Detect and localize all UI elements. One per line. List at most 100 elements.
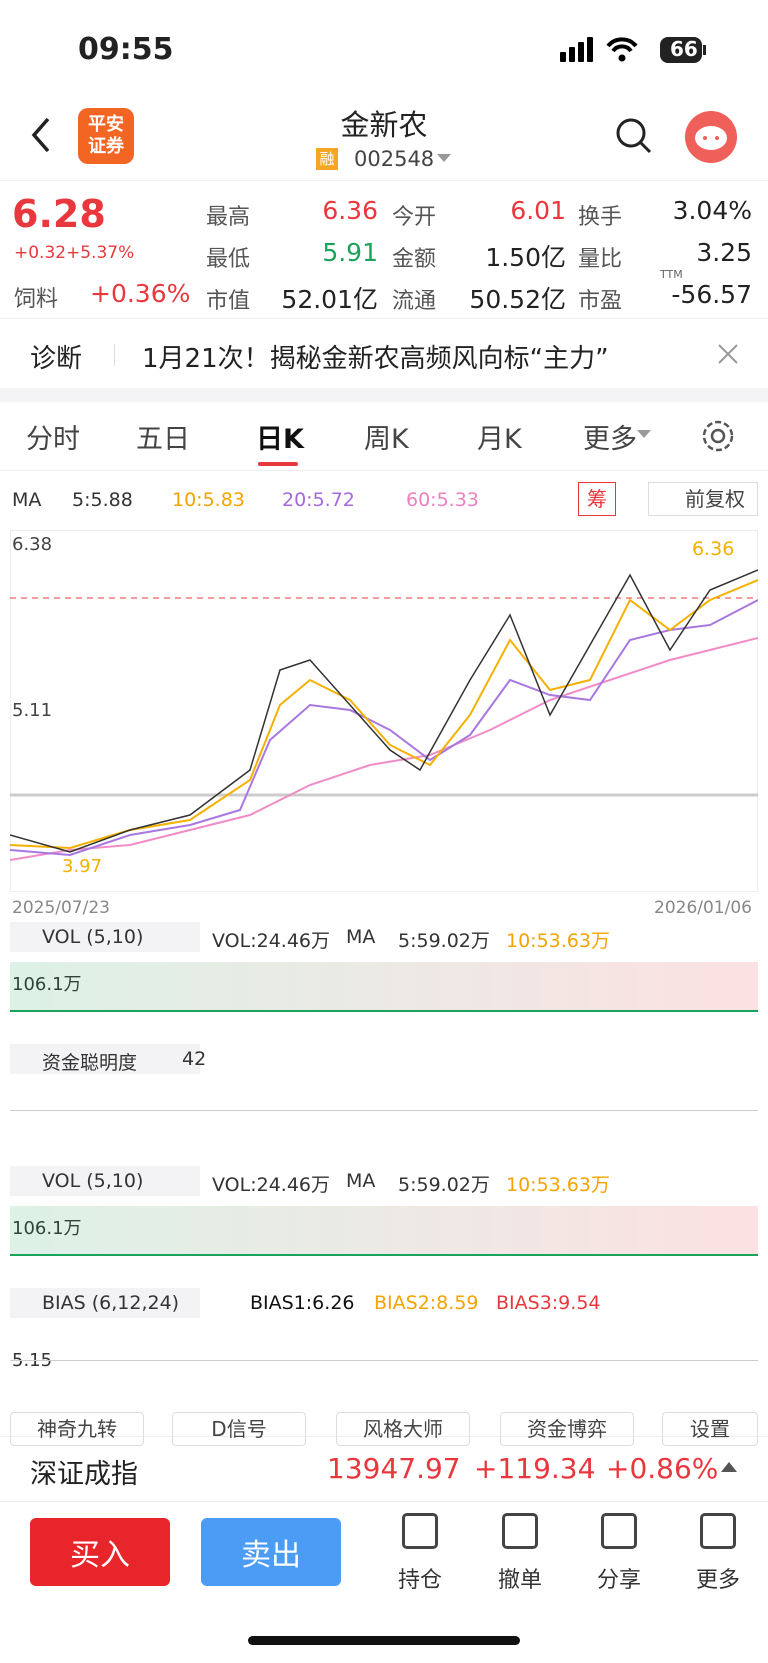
tool-label[interactable]: 持仓 (397, 1568, 442, 1593)
tab[interactable]: 更多 (583, 424, 637, 455)
avatar[interactable] (684, 110, 738, 164)
divider (0, 318, 768, 319)
ma-item: 5:5.88 (72, 489, 133, 511)
stock-name: 金新农 (340, 108, 428, 142)
adjust-button[interactable]: 前复权 (648, 482, 758, 516)
tab[interactable]: 日K (256, 424, 304, 455)
index-name: 深证成指 (30, 1459, 138, 1490)
tab[interactable]: 分时 (26, 424, 80, 455)
panel-header-bg (10, 922, 200, 952)
stat-value: 52.01亿 (281, 285, 378, 314)
fund-area (10, 1110, 758, 1111)
stat-value: -56.57 (671, 280, 752, 309)
vol-ma: MA (346, 1170, 376, 1192)
vol-ma10: 10:53.63万 (506, 1174, 610, 1196)
sep (114, 344, 115, 366)
tab[interactable]: 五日 (136, 424, 190, 455)
vol-axis: 106.1万 (12, 1214, 82, 1240)
vol-area (10, 1206, 758, 1256)
panel-name: BIAS (6,12,24) (42, 1292, 180, 1314)
vol-ma10: 10:53.63万 (506, 930, 610, 952)
bias1: BIAS1:6.26 (250, 1292, 355, 1314)
vol-ma: MA (346, 926, 376, 948)
high-label: 6.36 (692, 538, 735, 560)
tab[interactable]: 月K (477, 424, 522, 455)
stat-value: 3.25 (696, 238, 752, 267)
stat-value: 50.52亿 (469, 285, 566, 314)
tool-icon[interactable] (601, 1513, 637, 1549)
tool-label[interactable]: 分享 (596, 1568, 641, 1593)
stat-value: 5.91 (322, 238, 378, 267)
indicator-button[interactable]: 设置 (662, 1412, 758, 1446)
tool-label[interactable]: 撤单 (497, 1568, 542, 1593)
stat-label: 最低 (206, 247, 251, 272)
ma-name: MA (12, 489, 42, 511)
expand[interactable] (720, 1460, 738, 1474)
status-icons (560, 37, 706, 63)
vol-value: VOL:24.46万 (212, 1174, 330, 1196)
sector-pct: +0.36% (90, 279, 191, 308)
index-pct: +0.86% (606, 1452, 719, 1485)
stat-value: 6.01 (510, 196, 566, 225)
stat-value: 6.36 (322, 196, 378, 225)
stock-code: 002548 (354, 147, 435, 171)
divider (0, 180, 768, 181)
dropdown[interactable] (636, 428, 652, 440)
tool-label[interactable]: 更多 (695, 1568, 740, 1593)
tool-icon[interactable] (700, 1513, 736, 1549)
panel-header-bg (10, 1044, 200, 1074)
tool-icon[interactable] (402, 1513, 438, 1549)
chip-button[interactable]: 筹 (578, 482, 616, 516)
price: 6.28 (12, 192, 106, 236)
tab-underline (258, 462, 298, 466)
vol-ma5: 5:59.02万 (398, 930, 490, 952)
indicator-button[interactable]: 神奇九转 (10, 1412, 144, 1446)
vol-value: VOL:24.46万 (212, 930, 330, 952)
start-date: 2025/07/23 (12, 898, 110, 918)
margin-tag: 融 (316, 148, 338, 170)
pe-tag: TTM (660, 268, 683, 281)
diag-label: 诊断 (30, 344, 83, 374)
vol-axis: 106.1万 (12, 970, 82, 996)
panel-name: VOL (5,10) (42, 926, 144, 948)
search[interactable] (614, 116, 654, 156)
home-indicator (248, 1636, 520, 1645)
stat-value: 1.50亿 (485, 243, 566, 272)
logo-line: 平安 (88, 114, 124, 135)
vol-ma5: 5:59.02万 (398, 1174, 490, 1196)
end-date: 2026/01/06 (654, 898, 752, 918)
ma-item: 10:5.83 (172, 489, 245, 511)
bias3: BIAS3:9.54 (496, 1292, 601, 1314)
back[interactable] (28, 115, 54, 155)
dropdown[interactable] (436, 152, 452, 164)
indicator-button[interactable]: 资金博弈 (500, 1412, 634, 1446)
panel-header-bg (10, 1288, 200, 1318)
vol-area (10, 962, 758, 1012)
buy-button[interactable]: 买入 (30, 1518, 170, 1586)
indicator-button[interactable]: 风格大师 (336, 1412, 470, 1446)
tool-icon[interactable] (502, 1513, 538, 1549)
fund-value: 42 (182, 1048, 207, 1070)
settings[interactable] (700, 418, 736, 454)
index-change: +119.34 (474, 1452, 596, 1485)
diag-text[interactable]: 1月21次！揭秘金新农高频风向标“主力” (142, 344, 609, 374)
sell-button[interactable]: 卖出 (201, 1518, 341, 1586)
tab[interactable]: 周K (364, 424, 409, 455)
stat-label: 最高 (206, 205, 251, 230)
stat-label: 金额 (392, 247, 437, 272)
stat-label: 换手 (578, 205, 623, 230)
gap (0, 388, 768, 402)
price-chart (10, 530, 758, 892)
stat-label: 今开 (392, 205, 437, 230)
indicator-button[interactable]: D信号 (172, 1412, 306, 1446)
y-label: 5.11 (12, 700, 53, 721)
panel-header-bg (10, 1166, 200, 1196)
close[interactable] (716, 342, 740, 366)
divider (0, 470, 768, 471)
panel-name: VOL (5,10) (42, 1170, 144, 1192)
stat-value: 3.04% (672, 196, 752, 225)
change-pct: +5.37% (66, 243, 135, 263)
bias-area (10, 1360, 758, 1361)
sector: 饲料 (14, 287, 59, 312)
